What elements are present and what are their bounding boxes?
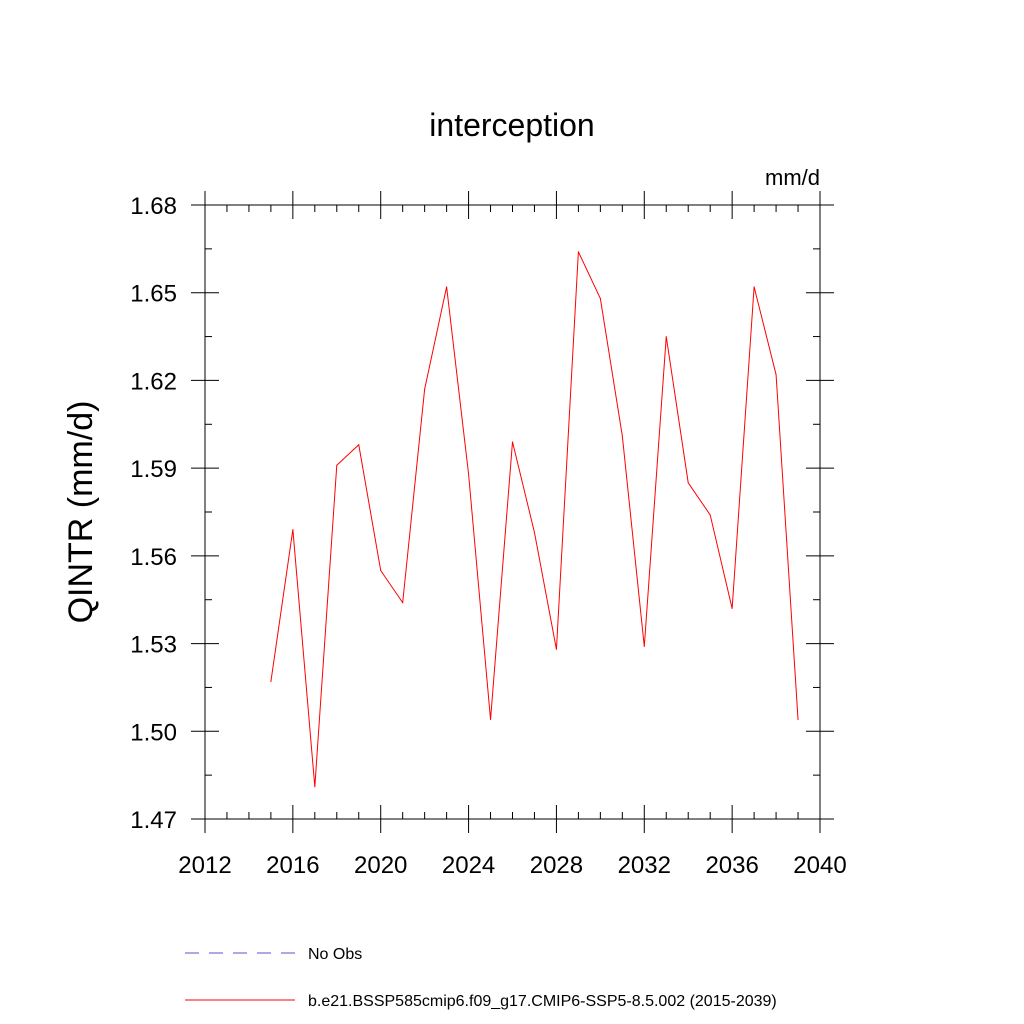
data-point — [643, 646, 645, 647]
units-label: mm/d — [765, 165, 820, 190]
y-tick-label: 1.68 — [130, 193, 177, 220]
data-series — [270, 251, 799, 788]
axis-ticks — [191, 191, 834, 833]
x-tick-label: 2036 — [705, 852, 758, 879]
plot-frame — [204, 204, 821, 820]
data-point — [577, 251, 579, 253]
x-tick-label: 2040 — [793, 852, 846, 879]
data-point — [599, 298, 601, 300]
data-point — [797, 719, 799, 721]
data-point — [709, 514, 711, 516]
data-point — [731, 607, 733, 609]
y-tick-label: 1.50 — [130, 719, 177, 746]
x-tick-label: 2032 — [618, 852, 671, 879]
data-point — [446, 286, 448, 288]
axis-tick-labels: 2012 2016 2020 2024 2028 2032 2036 2040 1.47 1.50… — [130, 193, 846, 879]
data-point — [512, 441, 513, 443]
data-point — [336, 464, 338, 466]
data-point — [424, 388, 426, 390]
y-tick-label: 1.65 — [130, 281, 177, 308]
x-tick-label: 2024 — [442, 852, 495, 879]
legend: No Obs b.e21.BSSP585cmip6.f09_g17.CMIP6-S… — [185, 946, 777, 1010]
y-tick-label: 1.47 — [130, 807, 177, 834]
data-point — [665, 336, 667, 338]
y-tick-label: 1.53 — [130, 632, 177, 659]
data-point — [292, 529, 294, 531]
data-point — [402, 602, 404, 604]
y-axis-label: QINTR (mm/d) — [62, 401, 100, 624]
data-point — [621, 435, 623, 437]
x-tick-label: 2020 — [354, 852, 407, 879]
y-tick-label: 1.59 — [130, 456, 177, 483]
data-point — [270, 681, 272, 683]
y-tick-label: 1.62 — [130, 368, 177, 395]
data-point — [555, 648, 557, 650]
data-point — [775, 374, 777, 376]
data-point — [533, 531, 535, 533]
data-point — [314, 786, 316, 788]
data-point — [490, 719, 492, 721]
y-tick-label: 1.56 — [130, 544, 177, 571]
data-point — [358, 444, 360, 446]
data-point — [687, 482, 689, 484]
chart-title: interception — [429, 107, 594, 143]
x-tick-label: 2016 — [266, 852, 319, 879]
x-tick-label: 2012 — [178, 852, 231, 879]
x-tick-label: 2028 — [530, 852, 583, 879]
legend-label-1: b.e21.BSSP585cmip6.f09_g17.CMIP6-SSP5-8.… — [308, 993, 777, 1010]
legend-label-0: No Obs — [308, 946, 362, 963]
data-point — [753, 286, 755, 288]
data-point — [380, 569, 382, 571]
series-line-1 — [270, 251, 799, 787]
data-point — [468, 473, 470, 475]
